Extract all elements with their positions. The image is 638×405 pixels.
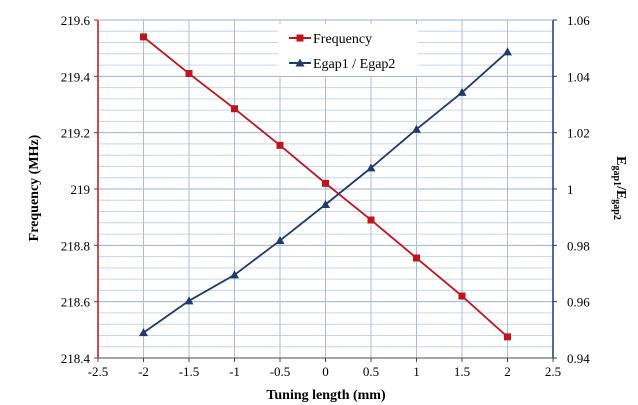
y-left-tick-label: 219.6 [61,13,91,28]
y-axis-right-title-mid: /E [613,185,628,199]
y-right-tick-label: 1.06 [567,13,590,28]
axes [94,19,557,362]
x-tick-label: 1.5 [454,364,470,379]
legend-egap-marker [295,58,305,67]
y-left-tick-label: 218.8 [61,238,90,253]
x-tick-label: 0 [322,364,329,379]
frequency-point [367,216,375,224]
x-tick-label: -0.5 [270,364,291,379]
frequency-point [185,70,193,78]
egap-ratio-point [503,47,512,56]
y-left-tick-label: 218.6 [61,295,91,310]
frequency-point [231,105,238,113]
egap-ratio-point [366,163,376,172]
egap-ratio-point [412,124,421,133]
egap-ratio-point [321,199,330,208]
frequency-point [322,179,329,187]
egap-ratio-point [457,87,467,96]
frequency-point [140,33,147,41]
x-tick-label: 0.5 [363,364,379,379]
frequency-point [458,292,466,300]
x-tick-label: 1 [413,364,420,379]
frequency-point [276,141,284,149]
y-left-tick-label: 219 [71,182,91,197]
x-axis-title: Tuning length (mm) [266,388,386,403]
frequency-point [413,254,420,262]
frequency-point [504,333,511,341]
egap-ratio-point [275,236,285,245]
y-axis-right-title-sub2: gap2 [611,199,622,220]
legend-frequency-label: Frequency [313,32,372,47]
y-right-tick-label: 1.02 [567,126,590,141]
y-axis-right-title-main: E [613,156,628,165]
legend: Frequency Egap1 / Egap2 [278,24,418,76]
y-right-tick-label: 0.96 [567,295,590,310]
x-tick-label: 2 [504,364,511,379]
y-right-tick-label: 0.94 [567,351,590,366]
y-right-tick-label: 0.98 [567,238,590,253]
x-tick-label: -2 [138,364,149,379]
major-gridlines [98,20,553,358]
egap-ratio-point [230,270,239,279]
y-axis-right-title: Egap1/Egap2 [611,156,628,220]
x-tick-label: -1 [229,364,240,379]
y-left-tick-label: 219.4 [61,69,91,84]
x-tick-label: -1.5 [179,364,200,379]
y-right-tick-label: 1 [567,182,574,197]
series-layer [139,33,512,341]
x-tick-label: 2.5 [545,364,561,379]
y-axis-left-title: Frequency (MHz) [27,134,42,241]
legend-egap-label: Egap1 / Egap2 [313,57,395,72]
egap-ratio-point [184,296,194,305]
legend-frequency-marker [296,34,304,42]
egap-ratio-point [139,328,148,337]
x-tick-label: -2.5 [88,364,109,379]
y-right-tick-label: 1.04 [567,69,590,84]
legend-box [278,24,418,76]
y-axis-right-title-sub1: gap1 [611,165,622,186]
y-left-tick-label: 218.4 [61,351,91,366]
tick-labels: -2.5 -2 -1.5 -1 -0.5 0 0.5 1 1.5 2 2.5 218.4 218.6 21… [61,13,591,379]
y-left-tick-label: 219.2 [61,126,90,141]
